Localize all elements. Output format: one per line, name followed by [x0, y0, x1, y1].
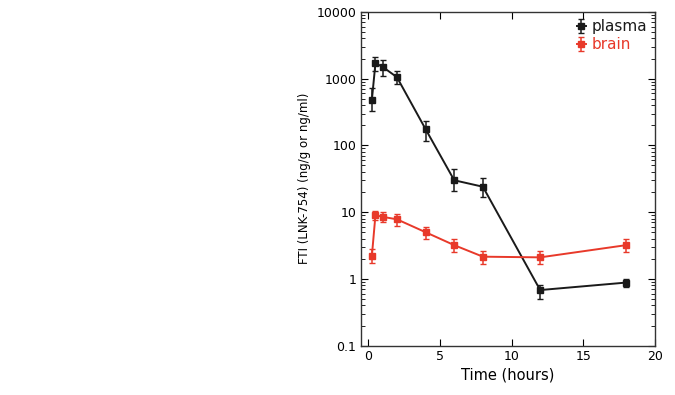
Y-axis label: FTI (LNK-754) (ng/g or ng/ml): FTI (LNK-754) (ng/g or ng/ml)	[298, 93, 310, 264]
X-axis label: Time (hours): Time (hours)	[461, 368, 555, 383]
Legend: plasma, brain: plasma, brain	[574, 16, 651, 55]
